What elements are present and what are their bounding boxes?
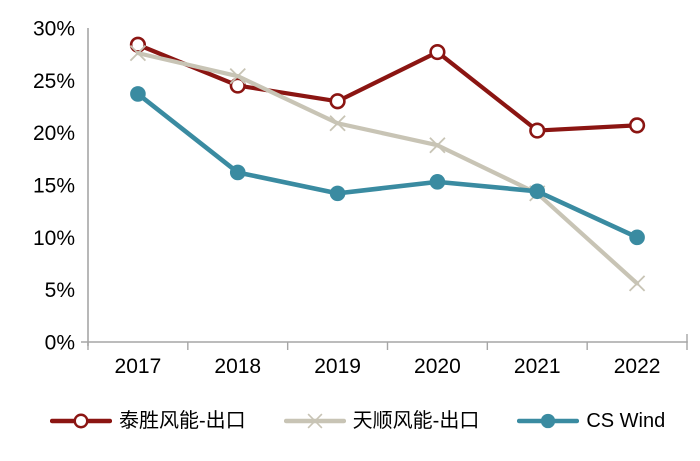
series-2 [130,86,645,246]
x-tick-label: 2018 [214,355,261,378]
y-tick-label: 0% [45,332,75,355]
y-tick-label: 25% [33,70,75,93]
legend-item-taisheng: 泰胜风能-出口 [50,406,246,436]
legend-swatch-x-marker-icon [283,413,346,429]
series-line [135,91,640,240]
legend-swatch-filled-circle-icon [517,413,580,429]
y-tick-label: 30% [33,18,75,41]
series-1 [129,44,646,292]
chart-legend: 泰胜风能-出口 天顺风能-出口 CS Wind [50,406,665,436]
legend-label-taisheng: 泰胜风能-出口 [119,410,246,432]
x-tick-label: 2020 [414,355,461,378]
y-tick-label: 20% [33,122,75,145]
series-line [135,42,640,133]
x-tick-label: 2017 [115,355,162,378]
legend-item-cswind: CS Wind [517,406,665,436]
legend-label-cswind: CS Wind [586,410,666,432]
x-tick-label: 2022 [614,355,661,378]
legend-label-tianshun: 天顺风能-出口 [352,410,480,432]
series-0 [129,36,646,139]
y-axis-labels: 0% 5% 10% 15% 20% 25% 30% [33,18,75,355]
x-tick-label: 2019 [314,355,361,378]
legend-swatch-open-circle-icon [50,413,112,429]
y-tick-label: 10% [33,227,75,250]
legend-item-tianshun: 天顺风能-出口 [283,406,480,436]
x-tick-label: 2021 [514,355,561,378]
y-tick-label: 15% [33,175,75,198]
y-tick-label: 5% [45,279,75,302]
axes [81,28,688,350]
x-axis-labels: 2017 2018 2019 2020 2021 2022 [115,355,661,378]
series-line [135,51,640,286]
line-chart: 0%5%10%15%20%25%30%2017 2018 2019 2020 2021 2… [33,18,688,378]
